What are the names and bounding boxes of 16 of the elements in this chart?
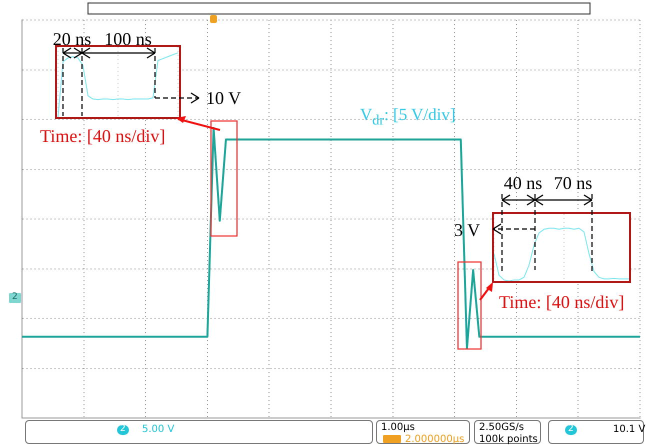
text: 2 [9, 292, 21, 303]
text: 20 ns [52, 29, 92, 50]
annotation: 40 ns [504, 173, 542, 194]
annotation: Time: [40 ns/div] [499, 292, 624, 313]
text: 10.1 V [613, 424, 646, 435]
annotation: V$_{dr}$: [5 V/div] [360, 105, 456, 129]
text: 100k points [479, 434, 538, 445]
annotation: Time: [40 ns/div] [40, 126, 166, 147]
text: 2.50GS/s [479, 422, 524, 433]
text: 2.000000µs [405, 434, 464, 445]
text: 5.00 V [142, 424, 174, 435]
annotation: 70 ns [554, 173, 592, 194]
text: 100 ns [104, 29, 152, 50]
text: 1.00µs [381, 422, 415, 433]
annotation: 3 V [454, 220, 480, 241]
text: 10 V [206, 88, 242, 109]
